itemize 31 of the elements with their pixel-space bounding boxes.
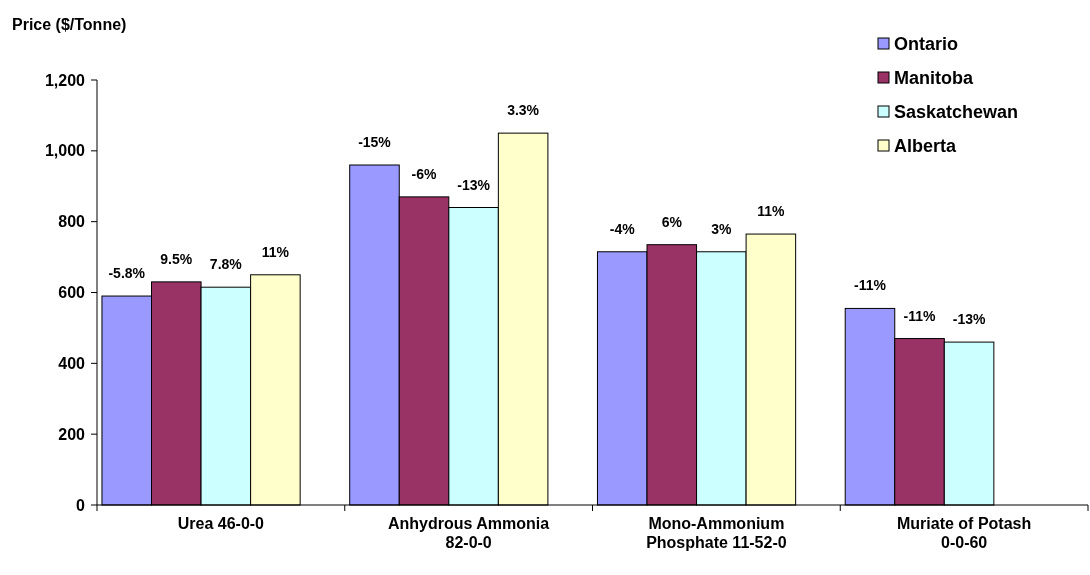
annotation: -11% bbox=[903, 307, 937, 324]
x-tick-label: Anhydrous Ammonia 82-0-0 bbox=[388, 515, 550, 551]
annotation: 7.8% bbox=[209, 256, 243, 273]
y-tick-label: 0 bbox=[76, 496, 86, 514]
annotation: 3% bbox=[711, 220, 732, 237]
annotation: 6% bbox=[661, 213, 683, 230]
y-tick-label: 1,200 bbox=[44, 71, 86, 89]
y-axis-title: Price ($/Tonne) bbox=[12, 16, 127, 33]
x-tick-label: Muriate of Potash 0-0-60 bbox=[897, 515, 1032, 551]
y-tick-label: 1,000 bbox=[44, 142, 86, 160]
annotation: 11% bbox=[261, 243, 290, 260]
legend-label: Saskatchewan bbox=[894, 102, 1019, 123]
legend-label: Ontario bbox=[894, 34, 959, 55]
annotation: -15% bbox=[358, 134, 392, 150]
y-tick-label: 200 bbox=[58, 425, 86, 443]
annotation: -6% bbox=[411, 165, 438, 182]
annotation: 11% bbox=[757, 203, 786, 220]
annotation: -5.8% bbox=[108, 265, 146, 282]
annotation: 9.5% bbox=[160, 250, 193, 267]
annotation: 3.3% bbox=[507, 102, 540, 119]
annotation: -13% bbox=[457, 176, 491, 193]
legend-label: Alberta bbox=[894, 136, 957, 157]
y-tick-label: 800 bbox=[58, 213, 86, 231]
y-tick-label: 400 bbox=[58, 354, 86, 372]
annotation: -11% bbox=[854, 277, 887, 294]
x-tick-label: Urea 46-0-0 bbox=[177, 515, 265, 532]
legend-label: Manitoba bbox=[894, 68, 974, 89]
x-tick-label: Mono-Ammonium Phosphate 11-52-0 bbox=[646, 515, 787, 551]
annotation: -13% bbox=[952, 311, 986, 328]
y-tick-label: 600 bbox=[58, 284, 86, 302]
annotation: -4% bbox=[609, 220, 636, 237]
